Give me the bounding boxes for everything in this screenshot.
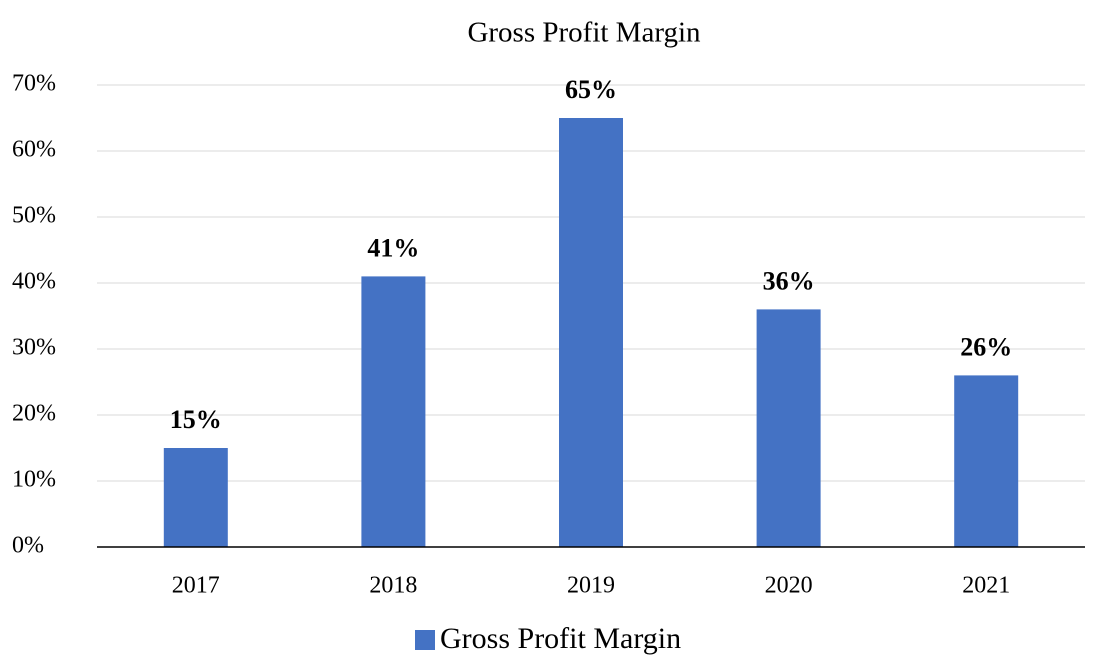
- y-tick-label: 0%: [12, 533, 44, 559]
- bar: [163, 448, 228, 547]
- bar: [361, 276, 426, 547]
- x-tick-label: 2019: [567, 573, 615, 599]
- y-tick-label: 70%: [12, 71, 56, 97]
- x-tick-label: 2018: [369, 573, 417, 599]
- bar: [559, 118, 623, 547]
- y-tick-label: 30%: [12, 335, 56, 361]
- chart-title: Gross Profit Margin: [467, 17, 701, 49]
- legend-swatch: [415, 630, 435, 650]
- data-label: 26%: [960, 332, 1012, 361]
- bar: [954, 375, 1019, 547]
- bar: [756, 309, 821, 547]
- data-label: 36%: [763, 266, 815, 295]
- y-tick-label: 40%: [12, 269, 56, 295]
- legend-label: Gross Profit Margin: [440, 622, 681, 655]
- data-label: 15%: [170, 405, 222, 434]
- y-tick-label: 60%: [12, 137, 56, 163]
- data-label: 41%: [367, 233, 419, 262]
- y-tick-label: 10%: [12, 467, 56, 493]
- x-tick-label: 2017: [172, 573, 220, 599]
- y-tick-label: 50%: [12, 203, 56, 229]
- x-tick-label: 2020: [765, 573, 813, 599]
- data-label: 65%: [565, 75, 617, 104]
- x-tick-label: 2021: [962, 573, 1010, 599]
- y-tick-label: 20%: [12, 401, 56, 427]
